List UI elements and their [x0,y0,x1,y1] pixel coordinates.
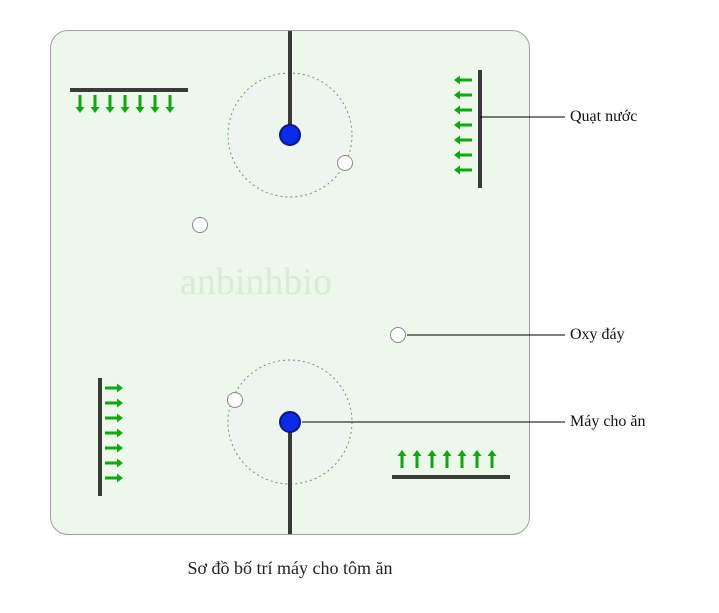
label-paddle: Quạt nước [570,108,637,126]
label-oxy: Oxy đáy [570,326,625,344]
leader-lines [0,0,719,613]
label-feeder: Máy cho ăn [570,413,646,431]
caption: Sơ đồ bố trí máy cho tôm ăn [0,558,580,579]
diagram-canvas: anbinhbio Quạt nước Oxy đáy Máy cho ăn S… [0,0,719,613]
